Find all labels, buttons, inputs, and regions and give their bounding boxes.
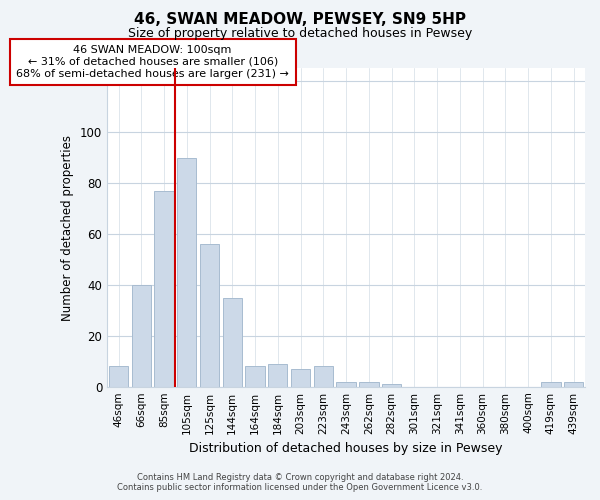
Bar xyxy=(177,158,196,386)
Text: 46 SWAN MEADOW: 100sqm
← 31% of detached houses are smaller (106)
68% of semi-de: 46 SWAN MEADOW: 100sqm ← 31% of detached… xyxy=(16,46,289,78)
Bar xyxy=(154,190,174,386)
Bar xyxy=(109,366,128,386)
Bar xyxy=(200,244,219,386)
Bar xyxy=(245,366,265,386)
X-axis label: Distribution of detached houses by size in Pewsey: Distribution of detached houses by size … xyxy=(190,442,503,455)
Bar xyxy=(382,384,401,386)
Bar xyxy=(131,285,151,386)
Y-axis label: Number of detached properties: Number of detached properties xyxy=(61,134,74,320)
Text: Contains HM Land Registry data © Crown copyright and database right 2024.
Contai: Contains HM Land Registry data © Crown c… xyxy=(118,473,482,492)
Text: Size of property relative to detached houses in Pewsey: Size of property relative to detached ho… xyxy=(128,28,472,40)
Bar xyxy=(291,369,310,386)
Text: 46, SWAN MEADOW, PEWSEY, SN9 5HP: 46, SWAN MEADOW, PEWSEY, SN9 5HP xyxy=(134,12,466,28)
Bar xyxy=(268,364,287,386)
Bar xyxy=(541,382,560,386)
Bar xyxy=(223,298,242,386)
Bar xyxy=(314,366,333,386)
Bar xyxy=(337,382,356,386)
Bar xyxy=(359,382,379,386)
Bar xyxy=(564,382,583,386)
